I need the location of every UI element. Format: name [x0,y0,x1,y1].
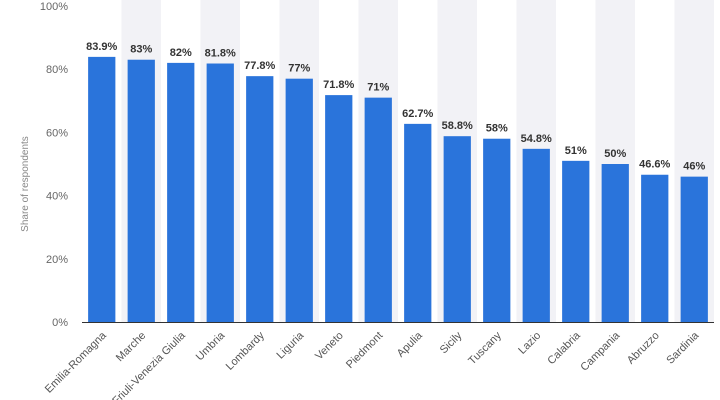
data-label-14: 46.6% [639,159,670,171]
data-label-12: 51% [565,145,587,157]
data-label-3: 81.8% [205,48,236,60]
data-label-0: 83.9% [86,41,117,53]
category-label-3: Umbria [194,329,228,363]
data-label-11: 54.8% [521,133,552,145]
bar-9[interactable] [443,136,471,322]
bar-7[interactable] [364,97,392,322]
category-label-8: Apulia [395,329,426,360]
bar-10[interactable] [483,138,511,322]
category-label-13: Campania [578,329,623,374]
bar-5[interactable] [285,78,313,323]
data-labels: 83.9% 83% 82% 81.8% 77.8% 77% 71.8% 71% 62.7% 58.… [86,41,705,173]
bar-11[interactable] [522,148,550,322]
bar-4[interactable] [246,76,274,322]
bar-0[interactable] [88,56,116,322]
category-label-1: Marche [114,330,148,364]
category-label-14: Abruzzo [625,330,662,367]
data-label-9: 58.8% [442,120,473,132]
data-label-10: 58% [486,123,508,135]
bar-3[interactable] [206,63,234,323]
bar-12[interactable] [562,160,590,322]
bars [88,56,708,323]
data-label-4: 77.8% [244,60,275,72]
category-label-11: Lazio [516,330,543,357]
data-label-1: 83% [130,44,152,56]
bar-2[interactable] [167,62,195,322]
data-label-13: 50% [604,148,626,160]
data-label-5: 77% [288,63,310,75]
bar-6[interactable] [325,95,353,322]
data-label-8: 62.7% [402,108,433,120]
category-label-4: Lombardy [224,329,267,372]
category-label-15: Sardinia [664,329,702,367]
bar-1[interactable] [127,59,155,322]
y-axis-ticks: 0% 20% 40% 60% 80% 100% [40,1,68,329]
y-tick-label: 100% [40,1,68,13]
category-label-5: Liguria [275,329,307,361]
bar-14[interactable] [641,174,669,322]
data-label-7: 71% [367,82,389,94]
category-label-7: Piedmont [344,330,385,371]
data-label-2: 82% [170,47,192,59]
y-tick-label: 0% [52,317,68,329]
bar-15[interactable] [680,176,708,322]
data-label-6: 71.8% [323,79,354,91]
y-tick-label: 40% [46,191,68,203]
y-axis-title: Share of respondents [20,136,31,232]
category-label-9: Sicily [438,329,465,356]
category-label-10: Tuscany [466,329,504,367]
y-tick-label: 80% [46,64,68,76]
bar-8[interactable] [404,123,432,322]
category-label-6: Veneto [313,330,346,363]
bar-13[interactable] [601,164,629,322]
category-label-12: Calabria [545,329,583,367]
data-label-15: 46% [683,161,705,173]
category-label-0: Emilia-Romagna [43,329,110,396]
y-tick-label: 20% [46,254,68,266]
y-tick-label: 60% [46,127,68,139]
